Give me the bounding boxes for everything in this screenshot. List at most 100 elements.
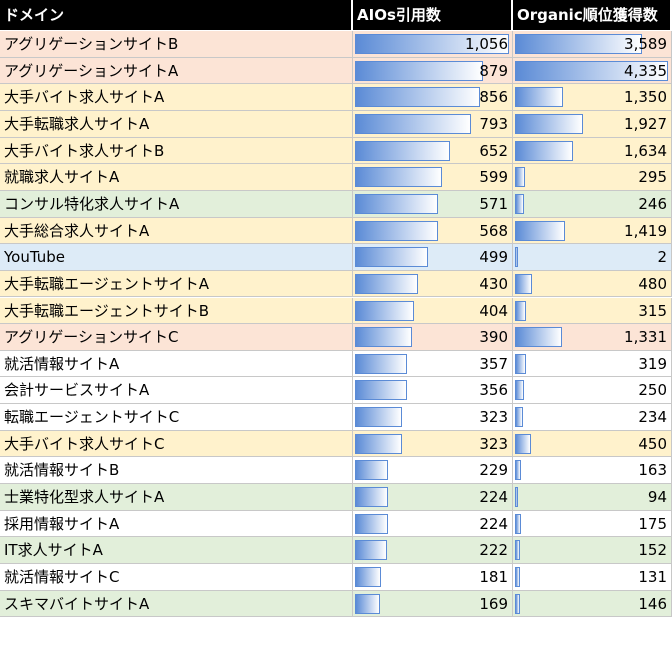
data-bar [515, 193, 524, 214]
data-bar [515, 487, 519, 508]
data-bar [515, 407, 524, 428]
organic-cell: 319 [513, 350, 672, 377]
data-bar [515, 567, 520, 587]
domain-cell: アグリゲーションサイトB [0, 31, 353, 57]
table-row: 転職エージェントサイトC 323 234 [0, 404, 672, 431]
value-label: 1,419 [624, 221, 667, 240]
domain-cell: 就職求人サイトA [0, 164, 353, 190]
domain-cell: 転職エージェントサイトC [0, 404, 353, 430]
domain-cell: 大手転職エージェントサイトA [0, 270, 353, 297]
value-label: 1,056 [465, 35, 508, 53]
value-label: 4,335 [624, 61, 667, 80]
table-row: スキマバイトサイトA 169 146 [0, 590, 672, 618]
data-bar [515, 34, 642, 54]
table-row: 大手バイト求人サイトB 652 1,634 [0, 137, 672, 165]
data-bar [515, 353, 527, 374]
domain-cell: 就活情報サイトB [0, 457, 353, 484]
value-label: 175 [638, 514, 667, 533]
data-bar [355, 113, 471, 134]
value-label: 599 [479, 168, 508, 187]
data-bar [515, 513, 522, 534]
aio-cell: 181 [353, 564, 513, 590]
organic-cell: 295 [513, 164, 672, 190]
table-row: 大手バイト求人サイトA 856 1,350 [0, 84, 672, 111]
value-label: 480 [638, 274, 667, 293]
value-label: 1,350 [624, 88, 667, 107]
organic-cell: 250 [513, 377, 672, 404]
data-bar [515, 273, 532, 294]
aio-cell: 357 [353, 350, 513, 377]
table-row: IT求人サイトA 222 152 [0, 537, 672, 564]
value-label: 246 [638, 194, 667, 213]
aio-cell: 571 [353, 190, 513, 217]
organic-cell: 4,335 [513, 57, 672, 84]
value-label: 222 [479, 541, 508, 560]
value-label: 169 [479, 594, 508, 613]
organic-cell: 234 [513, 404, 672, 430]
domain-cell: 採用情報サイトA [0, 510, 353, 537]
domain-cell: 大手転職求人サイトA [0, 110, 353, 137]
aio-cell: 323 [353, 404, 513, 430]
data-bar [355, 593, 380, 614]
data-bar [515, 113, 583, 134]
organic-cell: 1,634 [513, 137, 672, 164]
domain-cell: IT求人サイトA [0, 537, 353, 563]
header-cell: Organic順位獲得数 [513, 0, 672, 30]
value-label: 224 [479, 488, 508, 507]
value-label: 315 [638, 301, 667, 320]
domain-cell: コンサル特化求人サイトA [0, 190, 353, 217]
aio-cell: 499 [353, 244, 513, 270]
data-bar [515, 327, 562, 348]
organic-cell: 146 [513, 590, 672, 617]
aio-cell: 356 [353, 377, 513, 404]
value-label: 2 [657, 248, 667, 267]
value-label: 131 [638, 568, 667, 586]
organic-cell: 3,589 [513, 31, 672, 57]
aio-cell: 222 [353, 537, 513, 563]
value-label: 319 [638, 354, 667, 373]
domain-cell: 士業特化型求人サイトA [0, 484, 353, 510]
value-label: 152 [638, 541, 667, 560]
organic-cell: 1,350 [513, 84, 672, 110]
domain-cell: 大手バイト求人サイトC [0, 430, 353, 457]
aio-cell: 856 [353, 84, 513, 110]
value-label: 295 [638, 168, 667, 187]
data-bar [515, 433, 531, 454]
table-row: 就職求人サイトA 599 295 [0, 164, 672, 191]
table-row: コンサル特化求人サイトA 571 246 [0, 190, 672, 218]
data-bar [355, 353, 408, 374]
data-bar [355, 60, 484, 81]
value-label: 224 [479, 514, 508, 533]
organic-cell: 450 [513, 430, 672, 457]
organic-cell: 2 [513, 244, 672, 270]
data-bar [515, 247, 518, 268]
domain-cell: 会計サービスサイトA [0, 377, 353, 404]
aio-cell: 224 [353, 484, 513, 510]
table-row: 士業特化型求人サイトA 224 94 [0, 484, 672, 511]
domain-cell: 大手バイト求人サイトA [0, 84, 353, 110]
data-bar [355, 193, 439, 214]
value-label: 793 [479, 114, 508, 133]
value-label: 234 [638, 408, 667, 427]
data-bar [355, 433, 403, 454]
domain-cell: 大手転職エージェントサイトB [0, 297, 353, 324]
domain-cell: 大手総合求人サイトA [0, 217, 353, 244]
aio-cell: 599 [353, 164, 513, 190]
table-row: 就活情報サイトB 229 163 [0, 457, 672, 485]
data-bar [515, 540, 521, 561]
value-label: 1,331 [624, 328, 667, 347]
value-label: 856 [479, 88, 508, 107]
organic-cell: 152 [513, 537, 672, 563]
data-bar [355, 513, 388, 534]
table-row: 大手転職求人サイトA 793 1,927 [0, 110, 672, 138]
data-bar [515, 300, 527, 321]
domain-cell: 就活情報サイトC [0, 564, 353, 590]
header-cell: ドメイン [0, 0, 353, 30]
data-bar [515, 140, 573, 161]
value-label: 146 [638, 594, 667, 613]
aio-cell: 652 [353, 137, 513, 164]
data-bar [355, 87, 480, 108]
value-label: 356 [479, 381, 508, 400]
aio-cell: 229 [353, 457, 513, 484]
